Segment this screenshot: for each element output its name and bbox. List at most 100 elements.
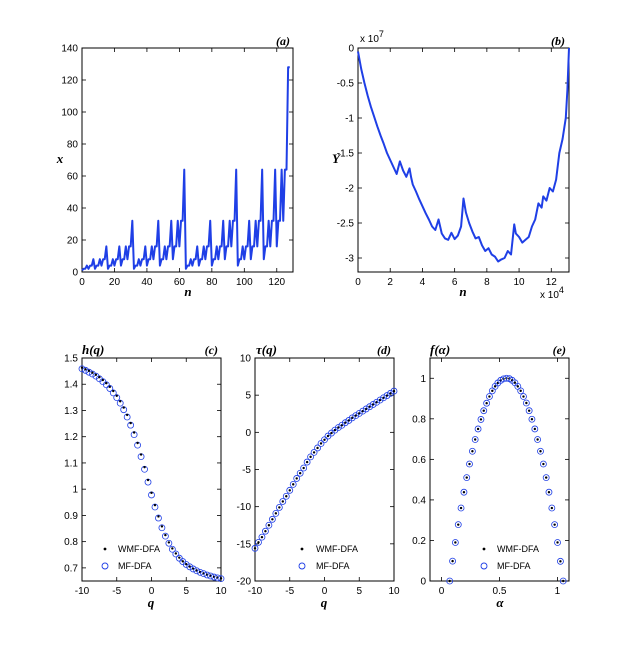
ytick-label-d-2: -10 (237, 502, 252, 513)
point-wmf-e-25 (519, 389, 522, 393)
ytick-label-e-5: 1 (420, 374, 426, 385)
point-wmf-c-24 (164, 533, 167, 537)
point-wmf-e-27 (525, 401, 528, 405)
xtick-label-b-3: 6 (452, 277, 458, 288)
point-mf-e-5 (460, 488, 468, 496)
point-mf-d-19 (317, 440, 325, 447)
point-mf-d-31 (359, 407, 367, 415)
ytick-label-b-4: -2 (345, 184, 354, 195)
xtick-label-e-1: 0.5 (493, 586, 507, 597)
point-wmf-e-37 (553, 523, 556, 526)
point-mf-d-38 (383, 392, 391, 399)
point-wmf-c-4 (94, 373, 98, 376)
point-wmf-d-1 (257, 541, 260, 544)
point-wmf-c-13 (125, 413, 129, 417)
legend-wmf-label-d: WMF-DFA (316, 544, 358, 554)
panel-b-frame (357, 47, 570, 273)
xtick-label-b-4: 8 (484, 277, 490, 288)
point-mf-d-24 (334, 424, 342, 431)
point-wmf-c-12 (122, 406, 125, 409)
point-wmf-e-12 (482, 409, 485, 412)
point-mf-d-11 (289, 480, 297, 488)
series-line-a (81, 66, 290, 272)
point-mf-c-24 (161, 532, 169, 540)
ytick-label-e-1: 0.2 (412, 536, 426, 547)
point-mf-e-2 (451, 539, 459, 546)
point-mf-e-35 (545, 488, 553, 496)
ytick-label-d-0: -20 (237, 577, 252, 588)
ytick-label-a-6: 120 (61, 76, 78, 87)
point-wmf-d-27 (347, 419, 351, 422)
panel-b-xlabel: n (459, 284, 466, 299)
point-mf-e-31 (534, 436, 542, 443)
point-mf-e-14 (486, 393, 493, 400)
xtick-label-d-1: -5 (285, 586, 294, 597)
point-mf-d-6 (272, 509, 280, 517)
point-mf-e-8 (468, 447, 476, 455)
point-wmf-e-15 (491, 389, 494, 393)
point-wmf-e-13 (485, 402, 488, 405)
ytick-label-b-5: -2.5 (337, 219, 355, 230)
point-wmf-c-0 (80, 366, 84, 369)
ytick-label-b-0: 0 (348, 44, 354, 55)
point-mf-e-27 (522, 399, 530, 407)
point-wmf-e-0 (448, 579, 451, 583)
point-wmf-c-15 (132, 431, 136, 434)
point-mf-c-28 (175, 554, 183, 562)
legend-wmf-marker-e (482, 547, 486, 551)
point-wmf-c-18 (143, 465, 146, 469)
point-wmf-d-7 (278, 506, 281, 509)
point-wmf-e-23 (513, 381, 517, 384)
point-wmf-e-9 (473, 438, 477, 441)
point-mf-e-4 (457, 504, 465, 512)
point-wmf-e-3 (457, 523, 460, 526)
xtick-label-a-4: 80 (206, 277, 218, 288)
ytick-label-b-1: -0.5 (337, 79, 355, 90)
point-wmf-d-11 (292, 483, 295, 486)
point-wmf-e-14 (488, 395, 491, 398)
point-mf-d-10 (286, 486, 294, 494)
legend-mf-marker-d (298, 562, 306, 570)
xtick-label-d-3: 5 (356, 586, 362, 597)
point-wmf-d-6 (274, 512, 278, 515)
point-wmf-e-26 (522, 395, 525, 398)
point-wmf-e-39 (559, 560, 562, 563)
point-mf-d-9 (282, 492, 290, 500)
point-wmf-e-33 (542, 462, 545, 466)
ytick-label-c-0: 0.7 (64, 563, 78, 574)
point-wmf-c-1 (84, 368, 87, 371)
xtick-label-e-0: 0 (439, 586, 445, 597)
point-wmf-e-6 (465, 476, 468, 479)
point-mf-d-17 (310, 449, 318, 456)
point-mf-e-26 (520, 393, 527, 400)
point-mf-c-33 (193, 567, 201, 575)
point-wmf-e-16 (493, 385, 497, 388)
point-mf-d-36 (376, 396, 384, 404)
legend-mf-marker-c (101, 562, 109, 570)
ytick-label-a-2: 40 (67, 204, 79, 215)
point-wmf-d-23 (333, 428, 337, 432)
point-wmf-c-29 (181, 560, 184, 563)
point-wmf-d-3 (264, 529, 267, 533)
ytick-label-a-7: 140 (61, 44, 78, 55)
point-mf-c-31 (186, 563, 194, 571)
point-wmf-d-15 (305, 460, 309, 464)
xtick-label-d-4: 10 (388, 586, 400, 597)
point-wmf-c-20 (150, 491, 153, 495)
ytick-label-d-3: -5 (242, 465, 251, 476)
point-wmf-e-24 (516, 385, 520, 388)
point-wmf-d-8 (281, 500, 284, 503)
point-wmf-c-19 (146, 478, 150, 482)
point-mf-e-12 (480, 407, 488, 415)
panel-b-x-multiplier: x 104 (540, 285, 564, 301)
xtick-label-c-2: 0 (149, 586, 155, 597)
point-wmf-e-7 (468, 462, 471, 466)
point-mf-c-23 (158, 524, 166, 532)
point-wmf-c-9 (112, 389, 115, 393)
legend-mf-label-c: MF-DFA (118, 561, 152, 571)
xtick-label-a-0: 0 (79, 277, 85, 288)
point-wmf-d-18 (316, 446, 319, 450)
point-wmf-c-16 (136, 441, 139, 445)
point-mf-c-27 (172, 550, 180, 558)
point-wmf-d-40 (392, 389, 396, 393)
